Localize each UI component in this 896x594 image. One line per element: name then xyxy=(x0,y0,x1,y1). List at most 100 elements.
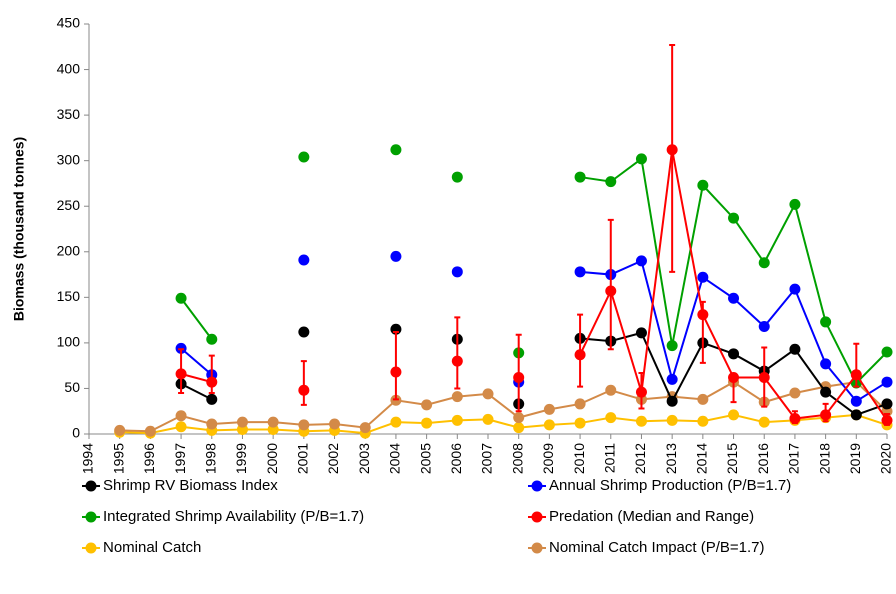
data-point xyxy=(789,343,801,355)
y-tick-label: 250 xyxy=(57,197,81,213)
x-tick-label: 2004 xyxy=(387,443,403,474)
data-point xyxy=(359,422,371,434)
x-tick-label: 2010 xyxy=(571,443,587,474)
error-bar xyxy=(607,218,614,351)
data-point xyxy=(697,415,709,427)
data-point xyxy=(329,418,341,430)
data-point xyxy=(513,372,525,384)
data-point xyxy=(175,368,187,380)
x-tick-label: 2002 xyxy=(325,443,341,474)
data-point xyxy=(482,388,494,400)
legend-label: Annual Shrimp Production (P/B=1.7) xyxy=(549,477,791,494)
legend-label: Nominal Catch xyxy=(103,539,201,556)
data-point xyxy=(697,271,709,283)
legend-marker xyxy=(531,511,543,523)
data-point xyxy=(206,418,218,430)
y-tick-label: 0 xyxy=(72,425,80,441)
y-tick-label: 150 xyxy=(57,288,81,304)
data-point xyxy=(206,376,218,388)
y-tick-label: 300 xyxy=(57,151,81,167)
y-tick-label: 400 xyxy=(57,60,81,76)
data-point xyxy=(697,179,709,191)
y-tick-label: 100 xyxy=(57,334,81,350)
x-tick-label: 2020 xyxy=(878,443,894,474)
x-tick-label: 2013 xyxy=(663,443,679,474)
series-line xyxy=(180,149,888,421)
data-point xyxy=(543,403,555,415)
legend-label: Nominal Catch Impact (P/B=1.7) xyxy=(549,539,765,556)
data-point xyxy=(451,391,463,403)
data-point xyxy=(574,266,586,278)
legend-label: Predation (Median and Range) xyxy=(549,508,754,525)
data-point xyxy=(666,144,678,156)
data-point xyxy=(881,376,893,388)
x-tick-label: 1998 xyxy=(202,443,218,474)
data-point xyxy=(728,292,740,304)
data-point xyxy=(758,257,770,269)
x-tick-label: 2006 xyxy=(448,443,464,474)
data-point xyxy=(728,409,740,421)
data-point xyxy=(728,348,740,360)
x-tick-label: 2018 xyxy=(816,443,832,474)
data-point xyxy=(543,419,555,431)
x-tick-label: 2007 xyxy=(479,443,495,474)
x-tick-label: 2014 xyxy=(694,443,710,474)
data-point xyxy=(144,425,156,437)
data-point xyxy=(758,416,770,428)
x-tick-label: 2015 xyxy=(724,443,740,474)
data-point xyxy=(605,285,617,297)
data-point xyxy=(421,399,433,411)
data-point xyxy=(850,395,862,407)
data-point xyxy=(421,417,433,429)
data-point xyxy=(635,386,647,398)
data-point xyxy=(820,409,832,421)
data-point xyxy=(635,255,647,267)
data-point xyxy=(451,266,463,278)
data-point xyxy=(206,393,218,405)
data-point xyxy=(206,333,218,345)
legend-marker xyxy=(85,542,97,554)
series-line xyxy=(180,157,888,385)
data-point xyxy=(697,309,709,321)
data-point xyxy=(820,358,832,370)
data-point xyxy=(697,393,709,405)
data-point xyxy=(390,250,402,262)
error-bar xyxy=(392,330,399,401)
series-line xyxy=(180,331,888,416)
data-point xyxy=(451,414,463,426)
data-point xyxy=(175,292,187,304)
x-tick-label: 1994 xyxy=(80,443,96,474)
error-bar xyxy=(669,43,676,273)
data-point xyxy=(635,415,647,427)
data-point xyxy=(175,410,187,422)
error-bar xyxy=(300,360,307,406)
data-point xyxy=(114,424,126,436)
data-point xyxy=(298,254,310,266)
data-point xyxy=(666,340,678,352)
data-point xyxy=(666,373,678,385)
x-tick-label: 2011 xyxy=(601,443,617,473)
data-point xyxy=(605,384,617,396)
data-point xyxy=(513,422,525,434)
data-point xyxy=(881,398,893,410)
x-tick-label: 2012 xyxy=(632,443,648,474)
data-point xyxy=(574,417,586,429)
data-point xyxy=(881,414,893,426)
data-point xyxy=(605,176,617,188)
data-point xyxy=(574,398,586,410)
data-point xyxy=(236,416,248,428)
data-point xyxy=(175,421,187,433)
y-tick-label: 200 xyxy=(57,242,81,258)
x-tick-label: 2009 xyxy=(540,443,556,474)
data-point xyxy=(574,349,586,361)
data-point xyxy=(267,416,279,428)
y-tick-label: 450 xyxy=(57,15,81,31)
y-tick-label: 350 xyxy=(57,106,81,122)
series-line xyxy=(180,259,888,403)
data-point xyxy=(635,153,647,165)
x-tick-label: 2016 xyxy=(755,443,771,474)
data-point xyxy=(390,416,402,428)
legend-label: Shrimp RV Biomass Index xyxy=(103,477,278,494)
data-point xyxy=(298,384,310,396)
